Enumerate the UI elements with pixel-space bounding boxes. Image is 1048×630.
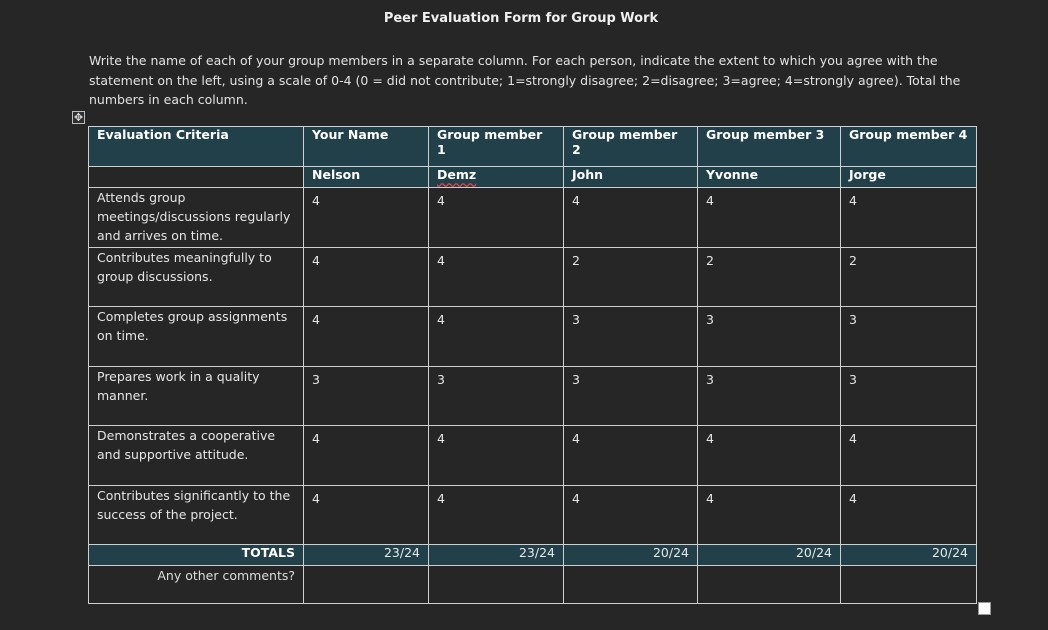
score-cell[interactable]: 4 bbox=[697, 187, 841, 248]
criteria-cell[interactable]: Contributes significantly to the success… bbox=[88, 484, 304, 545]
name-text-spellcheck: Demz bbox=[437, 167, 477, 183]
header-member-2[interactable]: Group member 2 bbox=[563, 126, 698, 167]
comments-label[interactable]: Any other comments? bbox=[88, 565, 304, 604]
score-cell[interactable]: 4 bbox=[840, 484, 977, 545]
score-cell[interactable]: 3 bbox=[303, 365, 429, 426]
score-cell[interactable]: 4 bbox=[428, 187, 564, 248]
table-row: Completes group assignments on time. 4 4… bbox=[88, 306, 977, 367]
totals-label[interactable]: TOTALS bbox=[88, 544, 304, 566]
totals-row: TOTALS 23/24 23/24 20/24 20/24 20/24 bbox=[88, 544, 977, 566]
table-row: Contributes significantly to the success… bbox=[88, 484, 977, 545]
table-row: Demonstrates a cooperative and supportiv… bbox=[88, 425, 977, 486]
total-cell[interactable]: 23/24 bbox=[428, 544, 564, 566]
table-row: Contributes meaningfully to group discus… bbox=[88, 246, 977, 307]
table-resize-handle-icon[interactable] bbox=[978, 602, 991, 615]
score-cell[interactable]: 3 bbox=[697, 365, 841, 426]
name-cell[interactable]: John bbox=[563, 166, 698, 188]
total-cell[interactable]: 20/24 bbox=[840, 544, 977, 566]
score-cell[interactable]: 4 bbox=[303, 187, 429, 248]
name-cell[interactable]: Nelson bbox=[303, 166, 429, 188]
comment-cell[interactable] bbox=[840, 565, 977, 604]
evaluation-table: Evaluation Criteria Your Name Group memb… bbox=[88, 126, 977, 604]
total-cell[interactable]: 20/24 bbox=[563, 544, 698, 566]
table-move-handle-icon[interactable]: ✥ bbox=[72, 111, 85, 124]
criteria-cell[interactable]: Attends group meetings/discussions regul… bbox=[88, 187, 304, 248]
name-cell[interactable]: Yvonne bbox=[697, 166, 841, 188]
table-header-row: Evaluation Criteria Your Name Group memb… bbox=[88, 126, 977, 167]
form-instructions: Write the name of each of your group mem… bbox=[89, 53, 961, 107]
score-cell[interactable]: 2 bbox=[840, 246, 977, 307]
criteria-cell[interactable]: Prepares work in a quality manner. bbox=[88, 365, 304, 426]
name-cell[interactable]: Jorge bbox=[840, 166, 977, 188]
header-member-3[interactable]: Group member 3 bbox=[697, 126, 841, 167]
score-cell[interactable]: 4 bbox=[563, 425, 698, 486]
table-row: Prepares work in a quality manner. 3 3 3… bbox=[88, 365, 977, 426]
score-cell[interactable]: 3 bbox=[428, 365, 564, 426]
score-cell[interactable]: 2 bbox=[697, 246, 841, 307]
comment-cell[interactable] bbox=[697, 565, 841, 604]
criteria-cell[interactable]: Contributes meaningfully to group discus… bbox=[88, 246, 304, 307]
score-cell[interactable]: 4 bbox=[840, 425, 977, 486]
name-cell[interactable]: Demz bbox=[428, 166, 564, 188]
score-cell[interactable]: 2 bbox=[563, 246, 698, 307]
score-cell[interactable]: 4 bbox=[428, 484, 564, 545]
form-title: Peer Evaluation Form for Group Work bbox=[383, 11, 659, 26]
score-cell[interactable]: 4 bbox=[840, 187, 977, 248]
criteria-cell[interactable]: Completes group assignments on time. bbox=[88, 306, 304, 367]
score-cell[interactable]: 4 bbox=[428, 425, 564, 486]
score-cell[interactable]: 3 bbox=[563, 365, 698, 426]
score-cell[interactable]: 4 bbox=[697, 425, 841, 486]
score-cell[interactable]: 4 bbox=[428, 246, 564, 307]
comment-cell[interactable] bbox=[303, 565, 429, 604]
total-cell[interactable]: 20/24 bbox=[697, 544, 841, 566]
score-cell[interactable]: 3 bbox=[840, 365, 977, 426]
header-member-1[interactable]: Group member 1 bbox=[428, 126, 564, 167]
comment-cell[interactable] bbox=[428, 565, 564, 604]
score-cell[interactable]: 3 bbox=[840, 306, 977, 367]
header-criteria[interactable]: Evaluation Criteria bbox=[88, 126, 304, 167]
header-member-4[interactable]: Group member 4 bbox=[840, 126, 977, 167]
comments-row: Any other comments? bbox=[88, 565, 977, 604]
score-cell[interactable]: 3 bbox=[563, 306, 698, 367]
score-cell[interactable]: 4 bbox=[563, 484, 698, 545]
names-row: Nelson Demz John Yvonne Jorge bbox=[88, 166, 977, 188]
score-cell[interactable]: 4 bbox=[303, 425, 429, 486]
score-cell[interactable]: 4 bbox=[697, 484, 841, 545]
criteria-cell[interactable]: Demonstrates a cooperative and supportiv… bbox=[88, 425, 304, 486]
score-cell[interactable]: 4 bbox=[428, 306, 564, 367]
score-cell[interactable]: 3 bbox=[697, 306, 841, 367]
score-cell[interactable]: 4 bbox=[563, 187, 698, 248]
score-cell[interactable]: 4 bbox=[303, 484, 429, 545]
comment-cell[interactable] bbox=[563, 565, 698, 604]
total-cell[interactable]: 23/24 bbox=[303, 544, 429, 566]
table-row: Attends group meetings/discussions regul… bbox=[88, 187, 977, 248]
score-cell[interactable]: 4 bbox=[303, 306, 429, 367]
names-row-empty-cell[interactable] bbox=[88, 166, 304, 188]
score-cell[interactable]: 4 bbox=[303, 246, 429, 307]
header-your-name[interactable]: Your Name bbox=[303, 126, 429, 167]
